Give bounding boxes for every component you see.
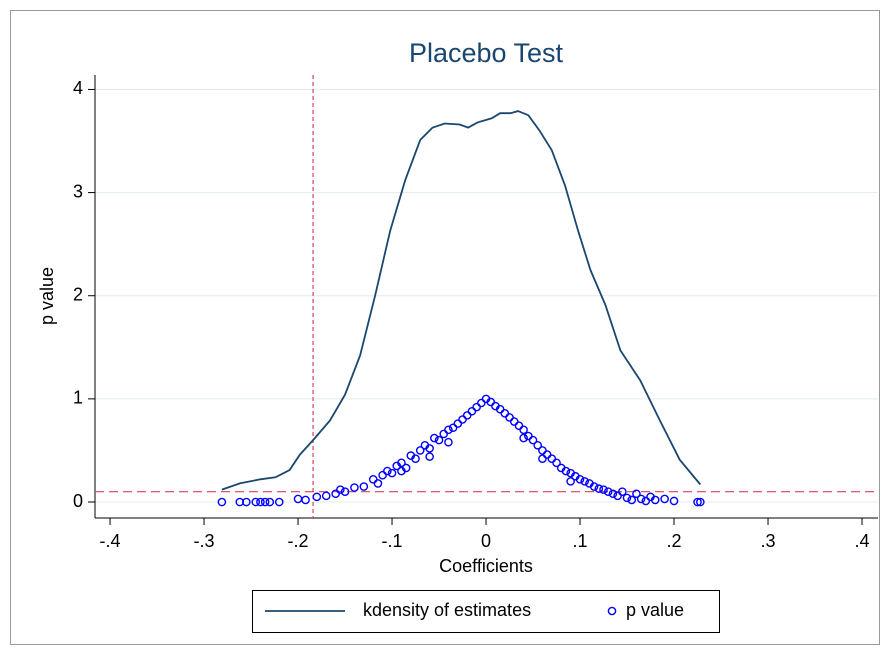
x-tick-label: .4: [855, 531, 870, 551]
scatter-point: [660, 494, 669, 504]
scatter-point: [265, 497, 275, 507]
scatter-point: [415, 446, 425, 455]
x-tick-label: .3: [761, 531, 776, 551]
frame: [10, 10, 880, 645]
x-tick-label: -.4: [100, 531, 121, 551]
scatter-point: [561, 466, 571, 476]
scatter-point: [359, 482, 369, 491]
scatter-point: [632, 489, 641, 499]
scatter-point: [425, 444, 434, 453]
x-tick-label: -.1: [382, 531, 403, 551]
scatter-point: [242, 497, 251, 507]
scatter-point: [397, 458, 406, 468]
scatter-point: [336, 485, 345, 494]
x-tick-label: 0: [481, 531, 491, 551]
x-tick-label: .1: [573, 531, 588, 551]
scatter-point: [552, 458, 561, 468]
scatter-point: [519, 433, 528, 443]
scatter-point: [260, 497, 270, 507]
legend: kdensity of estimates p value: [252, 590, 720, 633]
scatter-point: [627, 495, 637, 505]
scatter-point: [636, 494, 646, 504]
y-tick-label: 1: [73, 388, 83, 408]
scatter-point: [693, 497, 702, 507]
scatter-point: [608, 489, 618, 499]
y-tick-label: 4: [73, 78, 83, 98]
legend-label: p value: [626, 600, 684, 620]
scatter-point: [312, 492, 322, 502]
scatter-point: [401, 463, 411, 473]
x-tick-label: -.2: [288, 531, 309, 551]
y-tick-label: 0: [73, 491, 83, 511]
x-tick-label: .2: [667, 531, 682, 551]
scatter-point: [533, 440, 543, 450]
scatter-point: [528, 435, 538, 445]
scatter-point: [251, 497, 261, 507]
scatter-point: [321, 491, 331, 501]
scatter-point: [603, 487, 613, 496]
scatter-point: [373, 479, 383, 488]
scatter-point: [411, 454, 420, 463]
y-axis-label: p value: [37, 267, 57, 325]
scatter-point: [589, 482, 599, 491]
x-axis-label: Coefficients: [439, 556, 533, 576]
scatter-point: [434, 435, 444, 445]
y-tick-label: 3: [73, 181, 83, 201]
x-tick-label: -.3: [194, 531, 215, 551]
scatter-point: [696, 497, 705, 507]
legend-label: kdensity of estimates: [363, 600, 531, 620]
scatter-point: [599, 485, 608, 494]
scatter-point: [650, 495, 660, 505]
scatter-point: [217, 497, 227, 507]
scatter-point: [618, 487, 627, 496]
scatter-point: [580, 477, 590, 486]
scatter-point: [519, 425, 528, 435]
scatter-point: [350, 483, 359, 492]
scatter-point: [566, 477, 575, 486]
chart-title: Placebo Test: [409, 38, 564, 68]
scatter-point: [594, 484, 604, 493]
scatter-point: [274, 497, 284, 507]
scatter-point: [669, 496, 679, 506]
scatter-point: [340, 487, 350, 496]
scatter-point: [387, 468, 397, 478]
scatter-point: [622, 493, 632, 503]
scatter-point: [301, 495, 310, 505]
legend-swatch: [607, 606, 617, 616]
y-tick-label: 2: [73, 284, 83, 304]
scatter-point: [444, 425, 453, 435]
scatter-point: [444, 437, 453, 447]
density-line: [221, 110, 701, 491]
plot-area: 0 1 2 3 4 -.4 -.3 -.2 -.1 0 .1 .2 .3 .4: [73, 75, 878, 551]
scatter-point: [430, 433, 439, 443]
scatter-point: [575, 475, 585, 484]
scatter-point: [256, 497, 265, 507]
scatter-point: [425, 452, 434, 461]
scatter-point: [383, 466, 392, 476]
